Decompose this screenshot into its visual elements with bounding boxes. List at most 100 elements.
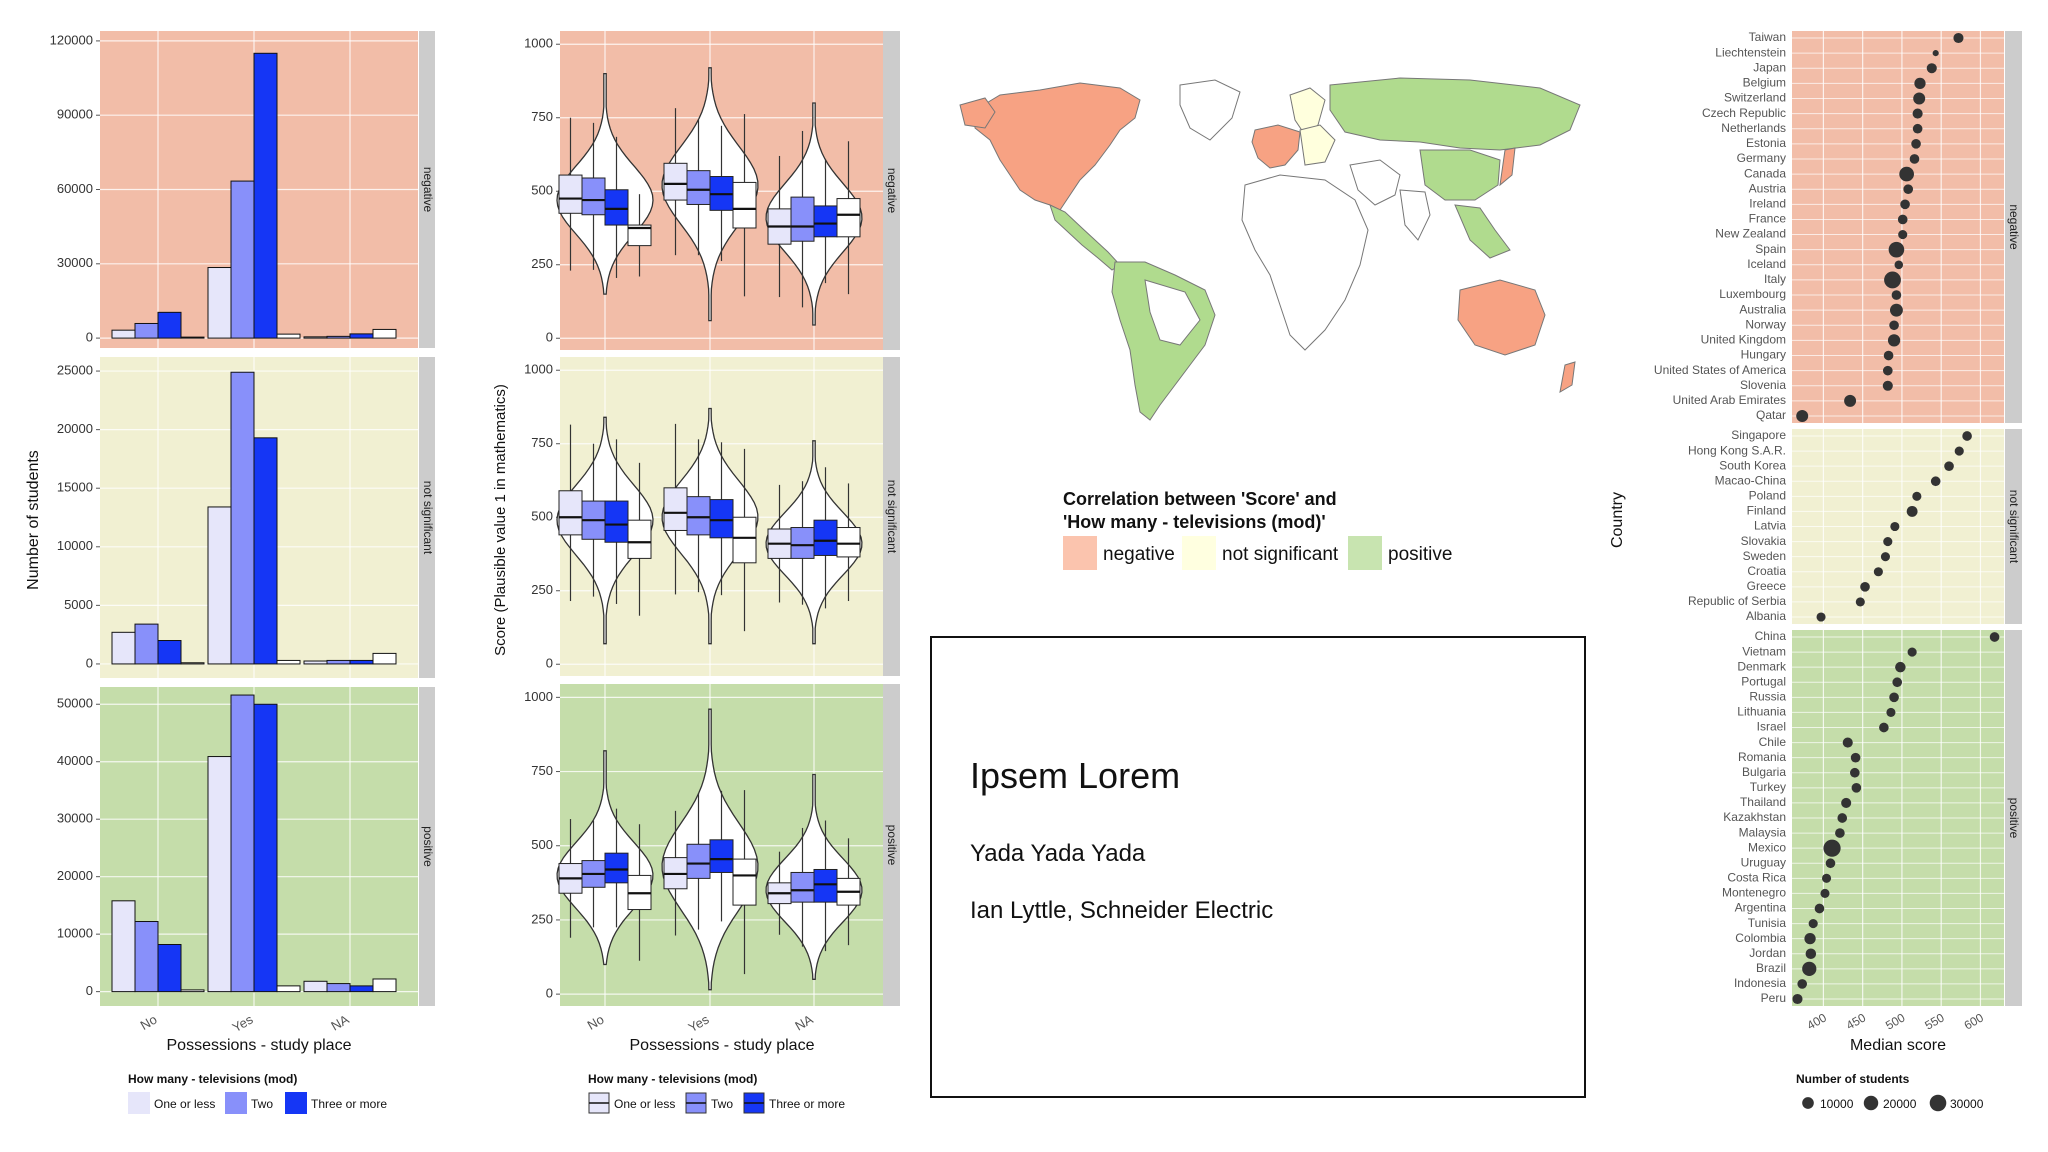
- dot-country-label: Greece: [1747, 579, 1787, 593]
- dot-mark: [1841, 797, 1852, 808]
- dot-country-label: Ireland: [1749, 196, 1786, 210]
- dot-country-label: Luxembourg: [1719, 287, 1786, 301]
- bar-ytick-label: 0: [86, 655, 93, 670]
- violin-xtick-label: No: [585, 1012, 607, 1033]
- violin-ytick-label: 0: [546, 330, 553, 345]
- dot-mark: [1797, 979, 1808, 989]
- dot-mark: [1900, 199, 1910, 210]
- dot-country-label: Hong Kong S.A.R.: [1688, 443, 1786, 457]
- dot-mark: [1814, 903, 1825, 914]
- dot-mark: [1886, 707, 1896, 717]
- dot-country-label: Spain: [1755, 242, 1786, 256]
- dot-country-label: Israel: [1757, 720, 1786, 734]
- violin-ytick-label: 500: [531, 509, 553, 524]
- dot-legend-title: Number of students: [1796, 1072, 1910, 1086]
- dot-country-label: United Arab Emirates: [1673, 393, 1786, 407]
- box-mark: [581, 177, 606, 216]
- map-legend: Correlation between 'Score' and 'How many…: [1063, 489, 1452, 570]
- violin-y-axis-title: Score (Plausible value 1 in mathematics): [492, 384, 509, 656]
- dot-country-label: Colombia: [1735, 931, 1786, 945]
- dot-mark: [1802, 961, 1817, 976]
- bar-chart: negative 0 30000 60000 90000 120000 not signif…: [25, 31, 435, 1114]
- bar-ytick-label: 20000: [57, 421, 93, 436]
- dot-mark: [1898, 230, 1908, 240]
- bar-mark: [134, 623, 159, 665]
- box-mark: [709, 499, 734, 539]
- dot-country-label: Estonia: [1746, 136, 1786, 150]
- dot-country-label: Belgium: [1743, 76, 1786, 90]
- violin-facet-label: positive: [885, 825, 899, 866]
- dot-country-label: New Zealand: [1715, 227, 1786, 241]
- map-region-central-america: [1049, 204, 1121, 271]
- violin-chart: negative 0 250 500 750 1000 not significant 0 25…: [492, 31, 900, 1114]
- dot-mark: [1855, 597, 1865, 607]
- dot-country-label: United States of America: [1654, 363, 1786, 377]
- map-legend-label: positive: [1388, 544, 1452, 565]
- dot-mark: [1891, 290, 1902, 300]
- bar-mark: [207, 506, 232, 665]
- box-mark: [604, 189, 629, 226]
- world-map: [959, 77, 1581, 421]
- box-mark: [627, 519, 652, 559]
- bar-legend-label: Three or more: [311, 1097, 387, 1111]
- dot-country-label: Tunisia: [1748, 916, 1787, 930]
- bar-legend-title: How many - televisions (mod): [128, 1072, 297, 1086]
- dot-mark: [1954, 446, 1964, 456]
- bar-mark: [230, 694, 255, 993]
- bar-ytick-label: 0: [86, 330, 93, 345]
- violin-facet-strip-2: [883, 684, 900, 1006]
- dot-country-label: Singapore: [1731, 428, 1786, 442]
- dot-mark: [1930, 476, 1941, 487]
- map-region-alaska: [959, 97, 996, 129]
- violin-ytick-label: 250: [531, 911, 553, 926]
- dot-country-label: United Kingdom: [1701, 333, 1786, 347]
- dot-mark: [1850, 767, 1860, 778]
- bar-ytick-label: 0: [86, 983, 93, 998]
- box-mark: [709, 839, 734, 873]
- bar-ytick-label: 30000: [57, 811, 93, 826]
- dot-panel-bg-0: [1792, 31, 2004, 423]
- map-legend-label: not significant: [1222, 544, 1339, 565]
- dot-country-label: Qatar: [1756, 408, 1786, 422]
- map-legend-title-line2: 'How many - televisions (mod)': [1063, 512, 1326, 532]
- violin-ytick-label: 750: [531, 763, 553, 778]
- violin-legend-label: Two: [711, 1097, 733, 1111]
- dot-legend-marker: [1802, 1097, 1814, 1109]
- dot-x-axis-title: Median score: [1850, 1037, 1946, 1054]
- bar-mark: [157, 943, 182, 993]
- dot-country-label: Vietnam: [1742, 644, 1786, 658]
- dot-country-label: Montenegro: [1722, 886, 1786, 900]
- bar-mark: [303, 660, 328, 665]
- title-card-title: Ipsem Lorem: [970, 755, 1181, 796]
- dot-country-label: Chile: [1759, 735, 1787, 749]
- bar-mark: [349, 333, 374, 339]
- dot-country-label: Hungary: [1741, 348, 1786, 362]
- dot-mark: [1880, 552, 1890, 562]
- dot-country-label: Indonesia: [1734, 976, 1786, 990]
- bar-mark: [349, 659, 374, 665]
- dot-legend-marker: [1863, 1095, 1879, 1111]
- dot-mark: [1873, 567, 1883, 577]
- dot-mark: [1907, 647, 1917, 657]
- dot-mark: [1889, 320, 1899, 331]
- bar-facet-label: negative: [421, 167, 435, 213]
- bar-mark: [253, 437, 278, 665]
- bar-mark: [134, 921, 159, 993]
- box-mark: [627, 224, 652, 247]
- box-mark: [604, 500, 629, 543]
- dot-country-label: Finland: [1747, 504, 1786, 518]
- bar-y-axis-title: Number of students: [25, 450, 42, 590]
- dot-legend-label: 10000: [1820, 1097, 1854, 1111]
- dot-country-label: Portugal: [1741, 674, 1786, 688]
- box-mark: [558, 490, 583, 536]
- dot-country-label: China: [1755, 629, 1787, 643]
- bar-mark: [180, 989, 205, 993]
- bar-mark: [111, 900, 136, 993]
- dot-mark: [1837, 813, 1848, 823]
- dot-mark: [1989, 632, 2000, 642]
- dot-country-label: Russia: [1749, 690, 1786, 704]
- map-region-western-europe: [1251, 124, 1301, 169]
- dot-country-label: Sweden: [1743, 549, 1786, 563]
- dot-mark: [1879, 722, 1889, 733]
